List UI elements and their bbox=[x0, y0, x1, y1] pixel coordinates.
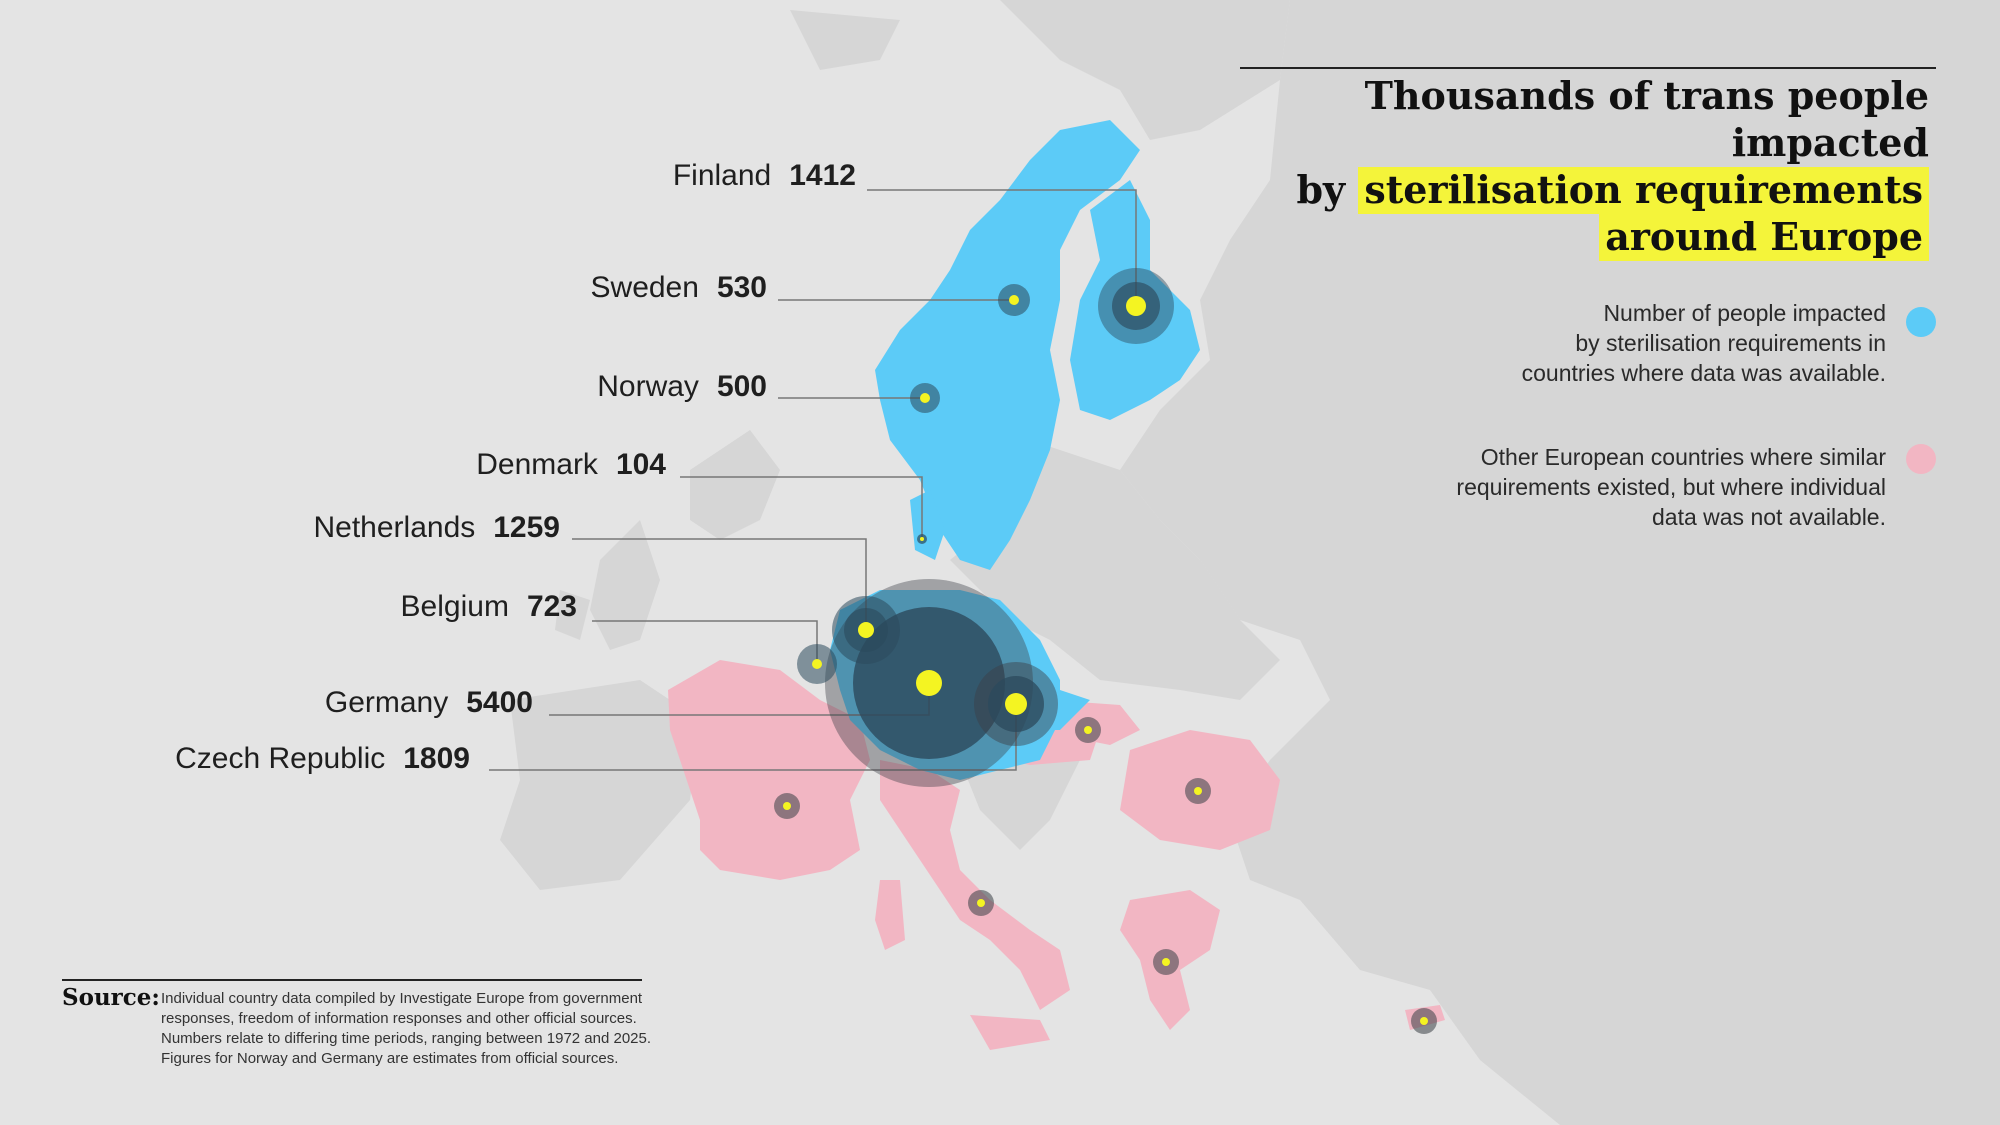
country-value: 723 bbox=[526, 590, 577, 623]
label-finland: Finland 1412 bbox=[673, 159, 856, 193]
country-value: 500 bbox=[716, 370, 767, 403]
leader-finland bbox=[867, 189, 1137, 306]
bubble-norway bbox=[910, 383, 940, 413]
country-name: Finland bbox=[672, 159, 772, 192]
country-name: Norway bbox=[597, 370, 699, 403]
marker-greece bbox=[1153, 949, 1179, 975]
country-name: Czech Republic bbox=[175, 742, 386, 775]
legend-data-available: Number of people impacted by sterilisati… bbox=[1522, 298, 1886, 388]
legend-blue-dot bbox=[1906, 307, 1936, 337]
country-name: Germany bbox=[324, 686, 449, 719]
title-prefix: by bbox=[1296, 167, 1359, 212]
country-name: Belgium bbox=[400, 590, 509, 623]
leader-denmark bbox=[680, 476, 923, 539]
title-rule bbox=[1240, 67, 1936, 69]
source-rule bbox=[62, 979, 642, 981]
legend-data-line-2: by sterilisation requirements in bbox=[1575, 330, 1886, 356]
country-value: 1809 bbox=[403, 742, 470, 775]
marker-cyprus bbox=[1411, 1008, 1437, 1034]
source-text: Individual country data compiled by Inve… bbox=[161, 990, 652, 1067]
bubble-czech-republic bbox=[974, 662, 1058, 746]
label-germany: Germany 5400 bbox=[325, 686, 533, 720]
legend-nodata-line-2: requirements existed, but where individu… bbox=[1456, 474, 1886, 500]
country-name: Netherlands bbox=[313, 511, 476, 544]
country-value: 104 bbox=[615, 448, 666, 481]
title-highlight-1: sterilisation requirements bbox=[1358, 167, 1929, 214]
bubble-sweden bbox=[998, 284, 1030, 316]
country-value: 530 bbox=[716, 271, 767, 304]
no-data-markers bbox=[774, 717, 1437, 1034]
label-denmark: Denmark 104 bbox=[476, 448, 666, 482]
title-highlight-2: around Europe bbox=[1599, 214, 1929, 261]
title-line-2: by sterilisation requirements bbox=[1209, 166, 1929, 214]
country-name: Sweden bbox=[590, 271, 699, 304]
title-line-1: Thousands of trans people impacted bbox=[1364, 73, 1929, 165]
bubble-denmark bbox=[917, 534, 927, 544]
legend-pink-dot bbox=[1906, 444, 1936, 474]
legend-no-data: Other European countries where similar r… bbox=[1456, 442, 1886, 532]
label-netherlands: Netherlands 1259 bbox=[313, 511, 560, 545]
marker-austria bbox=[1075, 717, 1101, 743]
label-czech-republic: Czech Republic 1809 bbox=[175, 742, 470, 776]
title-line-3: around Europe bbox=[1209, 213, 1929, 261]
legend-nodata-line-1: Other European countries where similar bbox=[1480, 444, 1886, 470]
legend-data-line-1: Number of people impacted bbox=[1603, 300, 1886, 326]
bubble-belgium bbox=[797, 644, 837, 684]
bubble-netherlands bbox=[832, 596, 900, 664]
label-sweden: Sweden 530 bbox=[591, 271, 767, 305]
marker-romania bbox=[1185, 778, 1211, 804]
marker-france bbox=[774, 793, 800, 819]
page-title: Thousands of trans people impacted by st… bbox=[1209, 72, 1929, 261]
country-name: Denmark bbox=[476, 448, 598, 481]
legend-data-line-3: countries where data was available. bbox=[1521, 360, 1886, 386]
legend-nodata-line-3: data was not available. bbox=[1652, 504, 1886, 530]
marker-italy bbox=[968, 890, 994, 916]
country-sicily bbox=[970, 1015, 1050, 1050]
bubble-finland bbox=[1098, 268, 1174, 344]
country-value: 1412 bbox=[789, 159, 856, 192]
label-belgium: Belgium 723 bbox=[401, 590, 577, 624]
data-bubbles bbox=[797, 268, 1174, 787]
source-label: Source: bbox=[62, 984, 160, 1011]
country-sardinia bbox=[875, 880, 905, 950]
country-value: 5400 bbox=[466, 686, 533, 719]
label-norway: Norway 500 bbox=[597, 370, 767, 404]
country-value: 1259 bbox=[493, 511, 560, 544]
country-italy bbox=[880, 760, 1070, 1010]
country-norway-sweden bbox=[875, 120, 1140, 570]
